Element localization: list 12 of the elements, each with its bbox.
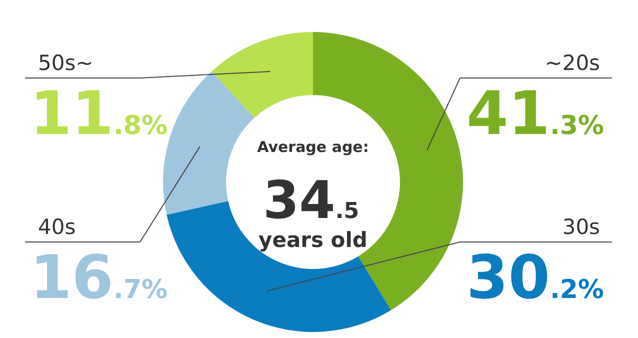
text: 34.5 — [262, 171, 360, 231]
slice-label: 50s~ — [38, 51, 94, 75]
data-label: 41.3% — [466, 79, 604, 149]
text: years old — [258, 228, 368, 252]
data-label: 30.2% — [466, 243, 604, 313]
slice-label: 40s — [38, 215, 76, 239]
data-label: 16.7% — [30, 243, 168, 313]
data-label: 11.8% — [30, 79, 168, 149]
slice-label: ~20s — [544, 51, 600, 75]
slice-label: 30s — [562, 215, 600, 239]
donut-slice — [212, 32, 313, 118]
text: Average age: — [257, 138, 369, 156]
